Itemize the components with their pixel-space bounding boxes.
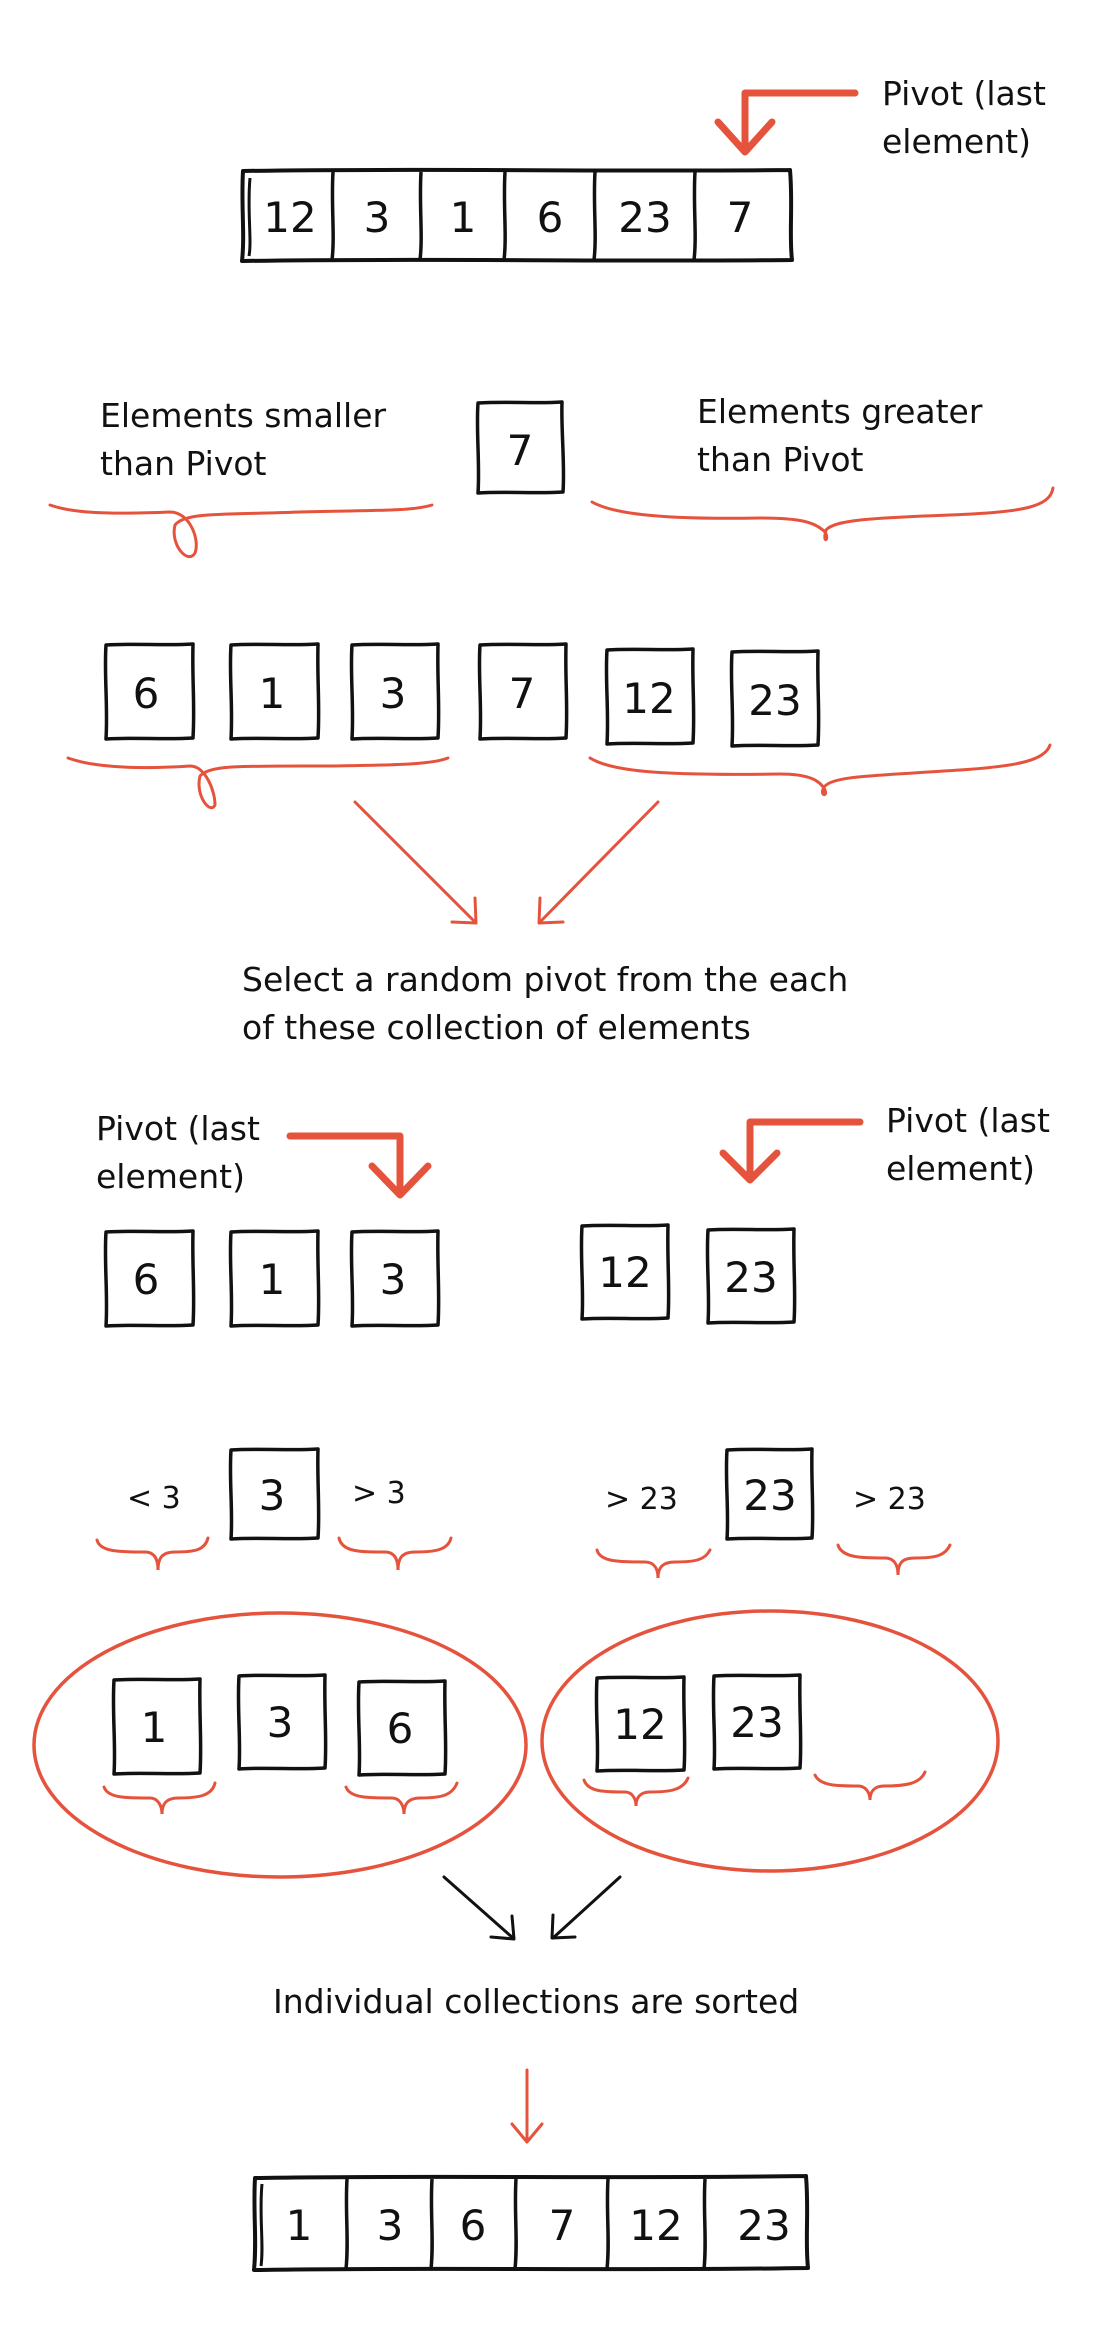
left-less-label: < 3 (127, 1481, 181, 1516)
left-subpivot-value: 3 (259, 1471, 286, 1520)
right-subpivot-box: 23 (724, 1447, 815, 1541)
right-subarray-box: 23 (724, 1253, 777, 1302)
left-pivot-label-line1: Pivot (last (96, 1109, 260, 1148)
right-group-boxes: 12 23 (594, 1673, 803, 1773)
left-pivot-arrow (286, 1132, 432, 1199)
array-cell: 7 (727, 193, 754, 242)
sorted-array: 1 3 6 7 12 23 (252, 2174, 810, 2272)
greater-label-line1: Elements greater (697, 392, 983, 431)
pivot-box-single: 7 (475, 400, 566, 495)
pivot-pointer-arrow (714, 89, 859, 156)
partition-box: 12 (622, 674, 675, 723)
greater-brace (590, 486, 1055, 542)
instruction-text: Select a random pivot from the each of t… (242, 956, 848, 1052)
sorted-converging-arrows (442, 1875, 622, 1941)
converging-arrows (353, 800, 660, 925)
right-pivot-arrow (719, 1118, 864, 1184)
right-pivot-label: Pivot (last element) (886, 1097, 1050, 1193)
right-pivot-label-line1: Pivot (last (886, 1101, 1050, 1140)
sorted-cell: 23 (737, 2201, 790, 2250)
left-group-box: 6 (387, 1704, 414, 1753)
left-subpivot-box: 3 (228, 1447, 321, 1541)
sorted-cell: 1 (286, 2201, 313, 2250)
partition-box: 3 (380, 669, 407, 718)
right-subarray-box: 12 (598, 1248, 651, 1297)
right-group-box: 12 (613, 1700, 666, 1749)
array-cell: 1 (450, 193, 477, 242)
final-down-arrow (510, 2068, 544, 2144)
left-group-ellipse (32, 1611, 528, 1879)
left-subarray-boxes: 6 1 3 (103, 1229, 441, 1328)
initial-array: 12 3 1 6 23 7 (240, 167, 794, 263)
sorted-cell: 7 (549, 2201, 576, 2250)
left-subarray-box: 6 (133, 1255, 160, 1304)
right-partition-brace (588, 743, 1052, 797)
right-greater-label: > 23 (853, 1482, 926, 1517)
array-cell: 6 (537, 193, 564, 242)
array-cell: 23 (618, 193, 671, 242)
left-subarray-box: 1 (259, 1255, 286, 1304)
right-pivot-label-line2: element) (886, 1149, 1035, 1188)
left-greater-label: > 3 (352, 1476, 406, 1511)
smaller-label: Elements smaller than Pivot (100, 392, 386, 488)
pivot-value: 7 (507, 426, 534, 475)
greater-label-line2: than Pivot (697, 440, 864, 479)
array-cell: 3 (364, 193, 391, 242)
partition-box: 1 (259, 669, 286, 718)
pivot-label-line2: element) (882, 122, 1031, 161)
right-subarray-boxes: 12 23 (579, 1223, 797, 1325)
group-braces (102, 1770, 927, 1815)
instruction-line2: of these collection of elements (242, 1008, 751, 1047)
pivot-label-top: Pivot (last element) (882, 70, 1046, 166)
small-braces-row (95, 1536, 952, 1579)
right-less-label: > 23 (605, 1482, 678, 1517)
smaller-brace (48, 503, 434, 558)
left-partition-brace (66, 756, 450, 809)
left-pivot-label: Pivot (last element) (96, 1105, 260, 1201)
partition-box: 23 (748, 676, 801, 725)
smaller-label-line1: Elements smaller (100, 396, 387, 435)
left-group-box: 3 (267, 1698, 294, 1747)
right-group-ellipse (540, 1609, 1000, 1873)
instruction-line1: Select a random pivot from the each (242, 960, 849, 999)
conclusion-text: Individual collections are sorted (273, 1982, 800, 2021)
left-group-box: 1 (141, 1703, 168, 1752)
sorted-cell: 6 (460, 2201, 487, 2250)
partition-boxes: 6 1 3 7 12 23 (103, 642, 821, 748)
partition-box: 7 (509, 669, 536, 718)
left-pivot-label-line2: element) (96, 1157, 245, 1196)
partition-box: 6 (133, 669, 160, 718)
array-cell: 12 (263, 193, 316, 242)
right-subpivot-value: 23 (743, 1471, 796, 1520)
sorted-cell: 12 (629, 2201, 682, 2250)
left-subarray-box: 3 (380, 1255, 407, 1304)
pivot-label-line1: Pivot (last (882, 74, 1046, 113)
right-group-box: 23 (730, 1698, 783, 1747)
smaller-label-line2: than Pivot (100, 444, 267, 483)
greater-label: Elements greater than Pivot (697, 388, 982, 484)
left-group-boxes: 1 3 6 (111, 1673, 448, 1777)
sorted-cell: 3 (377, 2201, 404, 2250)
